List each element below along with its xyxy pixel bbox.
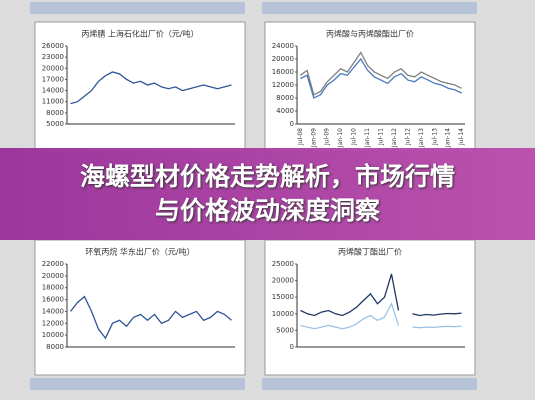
x-tick-label: Jul-11: [378, 128, 385, 146]
y-tick-label: 0: [290, 343, 294, 351]
y-tick-label: 5000: [46, 120, 64, 128]
y-tick-label: 16000: [42, 296, 64, 304]
y-tick-label: 25000: [272, 260, 294, 268]
y-tick-label: 4000: [276, 107, 294, 115]
y-tick-label: 18000: [42, 284, 64, 292]
x-tick-label: Jan-13: [418, 128, 425, 148]
y-tick-label: 8000: [46, 109, 64, 117]
band: [30, 2, 245, 14]
band: [262, 378, 477, 390]
x-tick-label: Jul-08: [297, 128, 304, 146]
chart-title: 丙烯腈 上海石化出厂价（元/吨）: [81, 29, 198, 39]
chart-title: 丙烯酸丁酯出厂价: [338, 247, 402, 257]
y-tick-label: 12000: [42, 319, 64, 327]
y-tick-label: 26000: [42, 42, 64, 50]
y-tick-label: 0: [290, 120, 294, 128]
band: [30, 378, 245, 390]
x-tick-label: Jan-11: [364, 128, 371, 148]
y-tick-label: 11000: [42, 98, 64, 106]
panel: [264, 239, 476, 376]
y-tick-label: 23000: [42, 53, 64, 61]
y-tick-label: 17000: [42, 75, 64, 83]
chart-title: 环氧丙烷 华东出厂价（元/吨）: [85, 247, 194, 257]
x-tick-label: Jan-12: [391, 128, 398, 148]
y-tick-label: 16000: [272, 68, 294, 76]
x-tick-label: Jul-10: [351, 128, 358, 146]
series-line: [70, 71, 232, 105]
y-tick-label: 24000: [272, 42, 294, 50]
x-tick-label: Jan-10: [337, 128, 344, 148]
y-tick-label: 5000: [276, 326, 294, 334]
series-line: [300, 57, 462, 99]
y-tick-label: 15000: [272, 293, 294, 301]
panel: [264, 21, 476, 153]
y-tick-label: 22000: [42, 260, 64, 268]
x-tick-label: Jul-14: [458, 128, 465, 146]
y-tick-label: 8000: [276, 94, 294, 102]
y-tick-label: 12000: [272, 81, 294, 89]
x-tick-label: Jul-13: [431, 128, 438, 146]
x-tick-label: Jul-09: [324, 128, 331, 146]
y-tick-label: 20000: [42, 64, 64, 72]
y-tick-label: 20000: [272, 55, 294, 63]
y-tick-label: 14000: [42, 87, 64, 95]
series-line: [69, 295, 232, 340]
chart-title: 丙烯酸与丙烯酸酯出厂价: [326, 29, 414, 39]
series-line: [300, 273, 462, 317]
y-tick-label: 14000: [42, 307, 64, 315]
x-tick-label: Jul-12: [404, 128, 411, 146]
x-tick-label: Jan-09: [310, 128, 317, 148]
y-tick-label: 10000: [42, 331, 64, 339]
headline-line: 海螺型材价格走势解析，市场行情: [79, 162, 455, 191]
y-tick-label: 20000: [272, 277, 294, 285]
series-line: [300, 51, 462, 96]
series-line: [300, 302, 462, 330]
band: [262, 2, 477, 14]
x-tick-label: Jan-14: [445, 128, 452, 148]
panel: [34, 239, 246, 376]
headline-line: 与价格波动深度洞察: [154, 196, 380, 225]
y-tick-label: 8000: [46, 343, 64, 351]
y-tick-label: 10000: [272, 310, 294, 318]
headline-banner: 海螺型材价格走势解析，市场行情 与价格波动深度洞察: [0, 148, 535, 240]
y-tick-label: 20000: [42, 272, 64, 280]
